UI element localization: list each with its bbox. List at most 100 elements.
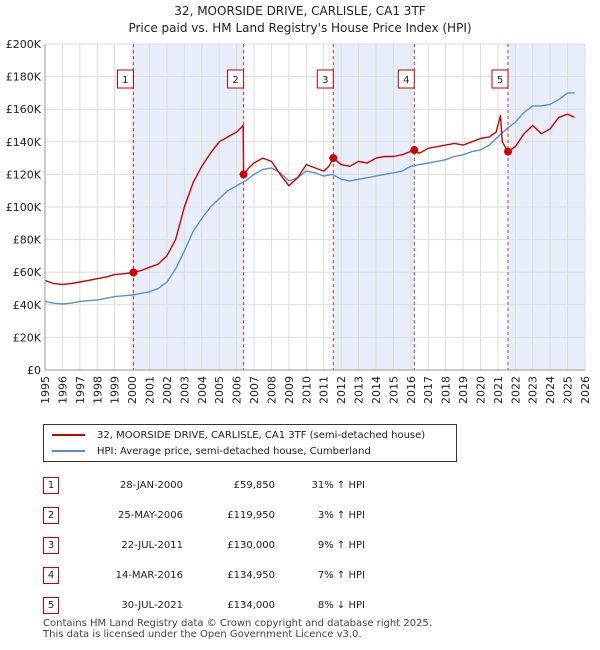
x-tick-label: 2004 <box>196 376 209 404</box>
y-tick-label: £20K <box>13 331 42 344</box>
x-tick-label: 2008 <box>265 376 278 404</box>
sale-number: 1 <box>43 476 59 494</box>
x-tick-label: 2016 <box>405 376 418 404</box>
y-tick-label: £140K <box>6 136 42 149</box>
x-tick-label: 2021 <box>492 376 505 404</box>
x-tick-label: 2022 <box>509 376 522 404</box>
x-tick-label: 1998 <box>91 376 104 404</box>
sale-badge-box <box>397 69 415 89</box>
sale-date-cell: 25-MAY-2006 <box>83 500 183 530</box>
legend-item-hpi: HPI: Average price, semi-detached house,… <box>52 444 371 458</box>
y-tick-label: £60K <box>13 266 42 279</box>
sale-date: 22-JUL-2011 <box>121 539 183 551</box>
sale-price-cell: £134,000 <box>183 590 275 620</box>
sale-hpi-diff-cell: 7% ↑ HPI <box>275 560 365 590</box>
x-tick-label: 2011 <box>318 376 331 404</box>
x-tick-label: 2014 <box>370 376 383 404</box>
sale-hpi-diff: 31% ↑ HPI <box>311 479 365 491</box>
sale-badge-label: 3 <box>322 75 328 86</box>
sale-price: £119,950 <box>227 509 275 521</box>
sale-price-cell: £130,000 <box>183 530 275 560</box>
y-tick-label: £200K <box>6 38 42 51</box>
x-tick-label: 2019 <box>457 376 470 404</box>
sale-badge-box <box>316 69 334 89</box>
sale-hpi-diff-cell: 9% ↑ HPI <box>275 530 365 560</box>
x-tick-label: 2013 <box>353 376 366 404</box>
sale-date: 28-JAN-2000 <box>119 479 183 491</box>
sale-hpi-diff-cell: 31% ↑ HPI <box>275 470 365 500</box>
chart-subtitle: Price paid vs. HM Land Registry's House … <box>128 21 472 35</box>
x-tick-label: 2015 <box>387 376 400 404</box>
x-tick-label: 1997 <box>74 376 87 404</box>
legend-label-hpi: HPI: Average price, semi-detached house,… <box>97 445 371 457</box>
sale-number: 4 <box>43 566 59 584</box>
sale-date-cell: 28-JAN-2000 <box>83 470 183 500</box>
property-price-line <box>44 113 575 286</box>
sale-point <box>410 146 419 155</box>
x-tick-label: 2024 <box>544 376 557 404</box>
hpi-line <box>44 92 575 305</box>
sale-hpi-diff: 9% ↑ HPI <box>317 539 365 551</box>
y-tick-label: £180K <box>6 71 42 84</box>
x-tick-label: 2000 <box>126 376 139 404</box>
y-tick-label: £120K <box>6 168 42 181</box>
sale-hpi-diff-cell: 8% ↓ HPI <box>275 590 365 620</box>
sale-row: 5 30-JUL-2021 £134,000 8% ↓ HPI <box>43 590 365 620</box>
footer: Contains HM Land Registry data © Crown c… <box>43 618 432 640</box>
sale-price: £134,000 <box>227 599 275 611</box>
sale-number-cell: 2 <box>43 500 83 530</box>
x-tick-label: 1996 <box>56 376 69 404</box>
sale-row: 1 28-JAN-2000 £59,850 31% ↑ HPI <box>43 470 365 500</box>
sale-date-cell: 30-JUL-2021 <box>83 590 183 620</box>
y-tick-label: £80K <box>13 234 42 247</box>
x-tick-label: 1999 <box>109 376 122 404</box>
sale-price-cell: £119,950 <box>183 500 275 530</box>
sale-badge-label: 5 <box>497 75 503 86</box>
x-tick-label: 2010 <box>300 376 313 404</box>
y-tick-label: £0 <box>27 364 41 377</box>
x-tick-label: 2003 <box>178 376 191 404</box>
sale-number-cell: 4 <box>43 560 83 590</box>
sale-price: £130,000 <box>227 539 275 551</box>
x-tick-label: 2009 <box>283 376 296 404</box>
sale-number: 5 <box>43 596 59 614</box>
x-tick-label: 2001 <box>144 376 157 404</box>
legend: 32, MOORSIDE DRIVE, CARLISLE, CA1 3TF (s… <box>43 424 457 462</box>
sale-price: £134,950 <box>227 569 275 581</box>
sale-price: £59,850 <box>233 479 275 491</box>
sale-hpi-diff: 7% ↑ HPI <box>317 569 365 581</box>
sale-date: 25-MAY-2006 <box>117 509 183 521</box>
sale-number-cell: 1 <box>43 470 83 500</box>
x-tick-label: 2025 <box>562 376 575 404</box>
y-tick-label: £100K <box>6 201 42 214</box>
sale-hpi-diff: 3% ↑ HPI <box>317 509 365 521</box>
x-tick-label: 2018 <box>440 376 453 404</box>
x-tick-label: 2023 <box>527 376 540 404</box>
sale-date: 14-MAR-2016 <box>115 569 183 581</box>
sale-point <box>239 170 248 179</box>
sale-badge-box <box>227 69 245 89</box>
x-tick-label: 2005 <box>213 376 226 404</box>
sale-date-cell: 14-MAR-2016 <box>83 560 183 590</box>
sale-badge-box <box>116 69 134 89</box>
legend-swatch-property <box>52 434 85 436</box>
sale-point <box>504 147 513 156</box>
x-tick-label: 2026 <box>579 376 592 404</box>
x-tick-label: 2006 <box>231 376 244 404</box>
sale-number: 3 <box>43 536 59 554</box>
x-tick-label: 2020 <box>474 376 487 404</box>
y-tick-label: £40K <box>13 299 42 312</box>
legend-label-property: 32, MOORSIDE DRIVE, CARLISLE, CA1 3TF (s… <box>97 429 426 441</box>
sale-date-cell: 22-JUL-2011 <box>83 530 183 560</box>
sale-badge-label: 4 <box>403 75 409 86</box>
sales-table: 1 28-JAN-2000 £59,850 31% ↑ HPI 2 25-MAY-2006… <box>43 470 365 620</box>
sale-badge-label: 1 <box>122 75 128 86</box>
sale-price-cell: £59,850 <box>183 470 275 500</box>
price-chart: £0 £20K £40K £60K £80K £100K £120K £140K £160K £1… <box>6 38 592 404</box>
x-tick-label: 2002 <box>161 376 174 404</box>
sale-row: 2 25-MAY-2006 £119,950 3% ↑ HPI <box>43 500 365 530</box>
sale-point <box>129 268 138 277</box>
legend-swatch-hpi <box>52 450 85 452</box>
sale-hpi-diff: 8% ↓ HPI <box>317 599 365 611</box>
sale-row: 4 14-MAR-2016 £134,950 7% ↑ HPI <box>43 560 365 590</box>
